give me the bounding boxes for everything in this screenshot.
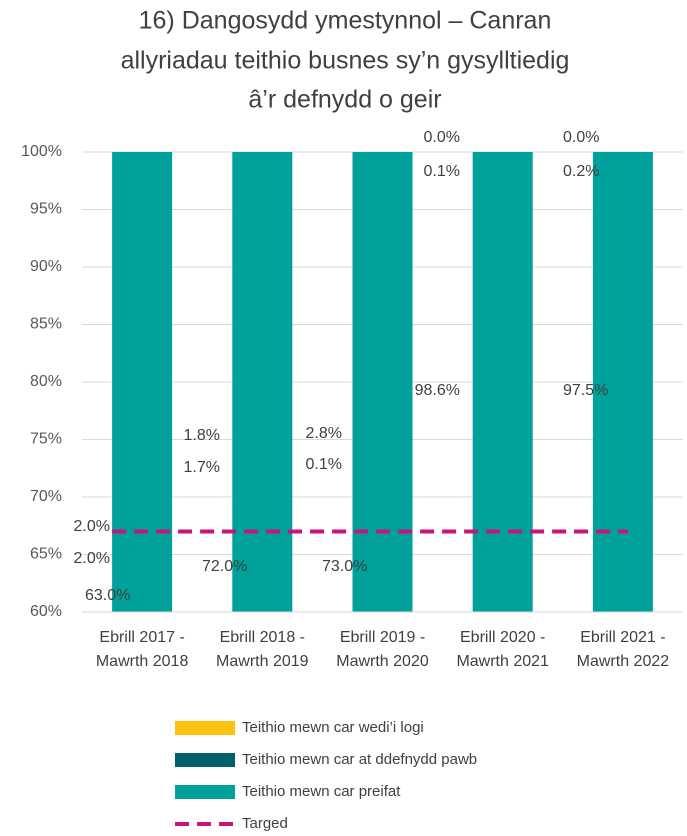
x-tick-label: Ebrill 2017 - bbox=[99, 629, 184, 646]
x-tick-label: Ebrill 2018 - bbox=[220, 629, 305, 646]
bar-segment bbox=[232, 152, 293, 612]
data-label: 0.0% bbox=[424, 129, 460, 146]
x-tick-label: Mawrth 2020 bbox=[336, 653, 429, 670]
y-tick-label: 100% bbox=[21, 143, 62, 160]
legend-swatch bbox=[175, 753, 235, 767]
legend-label: Teithio mewn car wedi’i logi bbox=[242, 719, 424, 736]
chart-title: â’r defnydd o geir bbox=[248, 86, 441, 114]
x-tick-label: Mawrth 2022 bbox=[577, 653, 670, 670]
chart-title: 16) Dangosydd ymestynnol – Canran bbox=[139, 7, 552, 35]
data-label: 2.0% bbox=[74, 518, 110, 535]
y-tick-label: 85% bbox=[30, 316, 62, 333]
data-label: 1.8% bbox=[184, 427, 220, 444]
data-label: 63.0% bbox=[85, 587, 130, 604]
data-label: 0.1% bbox=[306, 456, 342, 473]
bar-segment bbox=[592, 152, 653, 612]
x-tick-label: Ebrill 2019 - bbox=[340, 629, 425, 646]
chart-title: allyriadau teithio busnes sy’n gysylltie… bbox=[121, 47, 570, 75]
data-label: 73.0% bbox=[322, 558, 367, 575]
y-tick-label: 60% bbox=[30, 603, 62, 620]
data-label: 2.0% bbox=[74, 550, 110, 567]
x-tick-label: Ebrill 2020 - bbox=[460, 629, 545, 646]
legend-label: Teithio mewn car preifat bbox=[242, 783, 401, 800]
data-label: 0.0% bbox=[563, 129, 599, 146]
data-label: 0.1% bbox=[424, 163, 460, 180]
data-label: 1.7% bbox=[184, 459, 220, 476]
x-tick-label: Mawrth 2019 bbox=[216, 653, 309, 670]
legend-label: Teithio mewn car at ddefnydd pawb bbox=[242, 751, 477, 768]
x-tick-label: Ebrill 2021 - bbox=[580, 629, 665, 646]
legend-label: Targed bbox=[242, 815, 288, 832]
y-tick-label: 80% bbox=[30, 373, 62, 390]
y-tick-label: 70% bbox=[30, 488, 62, 505]
bar-segment bbox=[112, 152, 173, 612]
y-tick-label: 90% bbox=[30, 258, 62, 275]
data-label: 98.6% bbox=[415, 382, 460, 399]
x-tick-label: Mawrth 2018 bbox=[96, 653, 189, 670]
bar-segment bbox=[352, 152, 413, 612]
bar-segment bbox=[472, 152, 533, 612]
data-label: 72.0% bbox=[202, 558, 247, 575]
y-tick-label: 95% bbox=[30, 201, 62, 218]
legend-swatch bbox=[175, 721, 235, 735]
data-label: 2.8% bbox=[306, 425, 342, 442]
data-label: 97.5% bbox=[563, 382, 608, 399]
y-tick-label: 65% bbox=[30, 546, 62, 563]
data-label: 0.2% bbox=[563, 163, 599, 180]
legend-swatch bbox=[175, 785, 235, 799]
x-tick-label: Mawrth 2021 bbox=[456, 653, 549, 670]
y-tick-label: 75% bbox=[30, 431, 62, 448]
